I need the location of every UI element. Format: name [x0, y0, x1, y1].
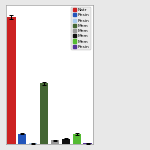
Bar: [84, 143, 92, 144]
Bar: [7, 17, 15, 144]
Bar: [62, 139, 70, 144]
Bar: [40, 83, 48, 144]
Bar: [51, 140, 59, 144]
Bar: [29, 143, 37, 144]
Legend: Natr, Resin, Resin, Mem, Mem, Mem, Mem, Resin: Natr, Resin, Resin, Mem, Mem, Mem, Mem, …: [71, 7, 91, 50]
Bar: [73, 134, 81, 144]
Bar: [18, 134, 26, 144]
